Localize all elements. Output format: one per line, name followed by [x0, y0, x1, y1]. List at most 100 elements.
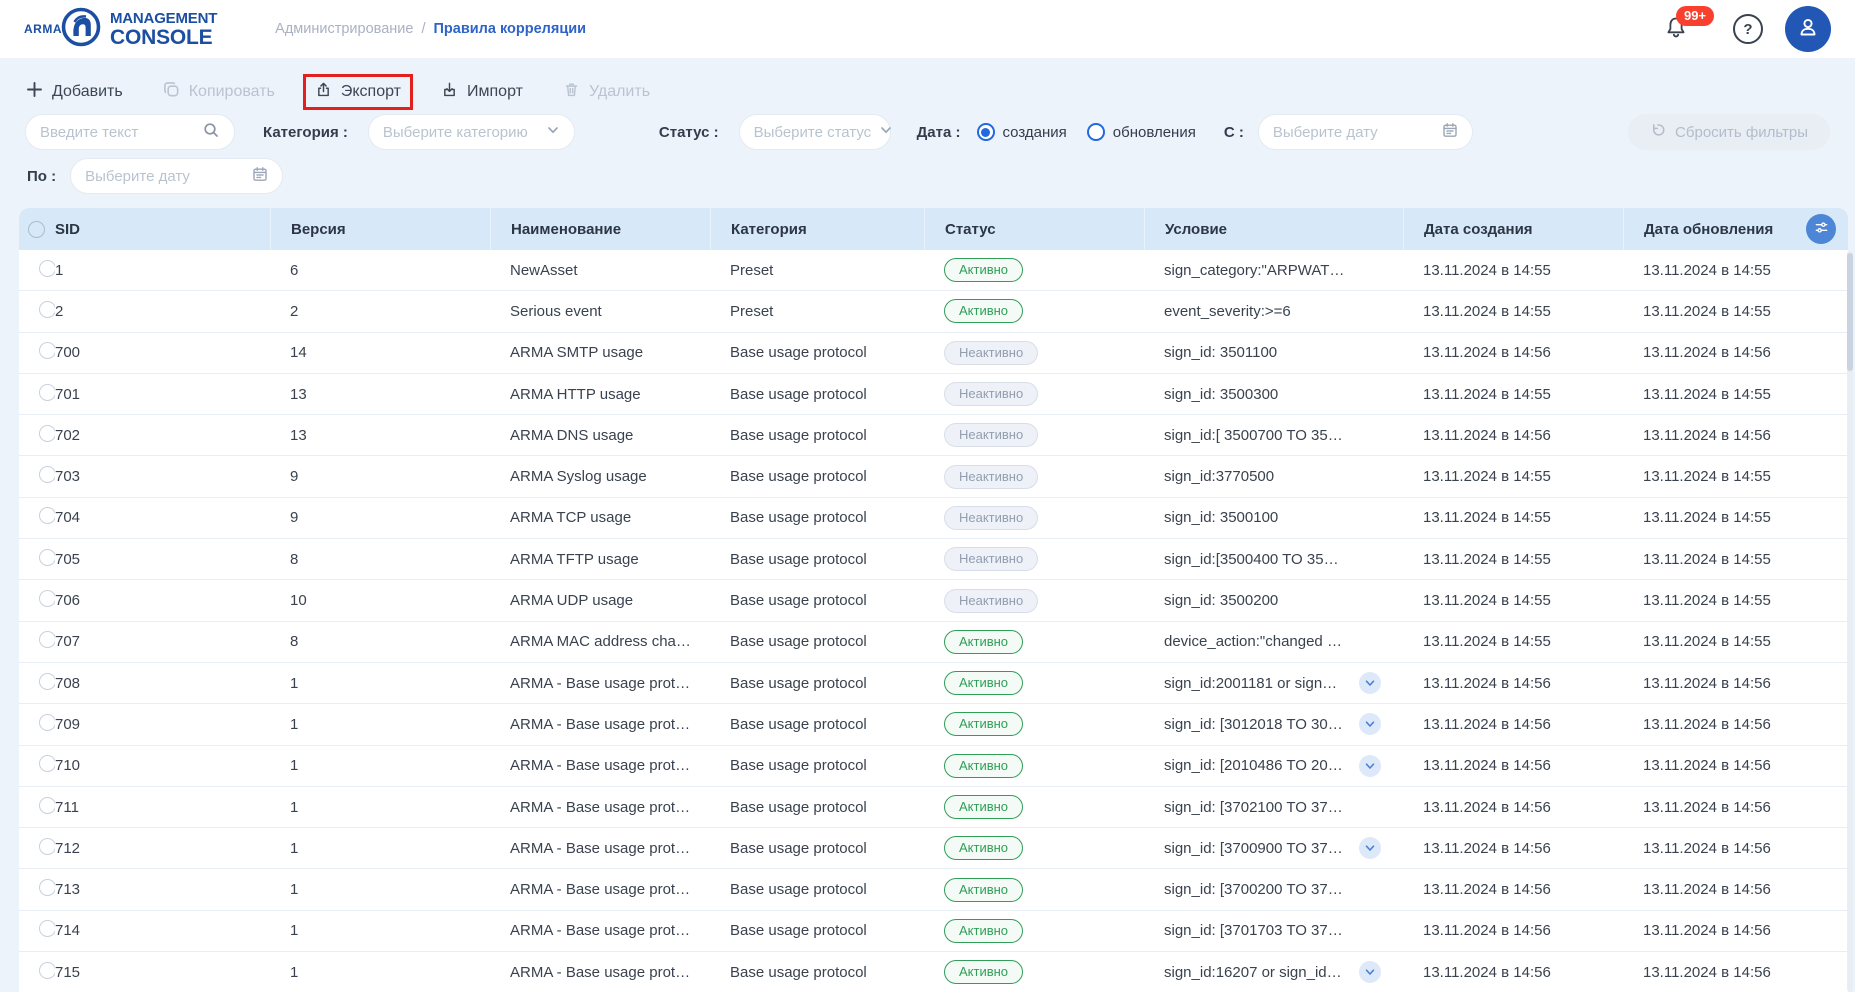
- scrollbar-thumb[interactable]: [1847, 253, 1853, 371]
- row-checkbox[interactable]: [39, 548, 55, 566]
- cell-sid: 710: [55, 757, 81, 775]
- reset-filters-button[interactable]: Сбросить фильтры: [1628, 114, 1830, 150]
- vertical-scrollbar[interactable]: [1847, 251, 1853, 992]
- cell-name: ARMA SMTP usage: [510, 344, 644, 362]
- notifications-button[interactable]: 99+: [1663, 5, 1715, 45]
- row-checkbox[interactable]: [39, 590, 55, 608]
- status-select[interactable]: Выберите статус: [738, 114, 892, 150]
- from-date-input[interactable]: Выберите дату: [1257, 114, 1473, 150]
- row-checkbox[interactable]: [39, 796, 55, 814]
- table-row[interactable]: 709 1 ARMA - Base usage prot… Base usage…: [19, 704, 1848, 746]
- select-all-checkbox[interactable]: [28, 220, 45, 238]
- table-row[interactable]: 708 1 ARMA - Base usage prot… Base usage…: [19, 662, 1848, 705]
- radio-created-circle[interactable]: [976, 123, 995, 141]
- cell-condition: sign_id:16207 or sign_id…: [1164, 963, 1342, 981]
- expand-condition-icon[interactable]: [1359, 837, 1381, 860]
- column-header-status[interactable]: Статус: [924, 208, 1144, 250]
- calendar-icon[interactable]: [1442, 122, 1458, 143]
- table-row[interactable]: 702 13 ARMA DNS usage Base usage protoco…: [19, 415, 1848, 457]
- column-header-sid[interactable]: SID: [55, 220, 81, 238]
- cell-created-date: 13.11.2024 в 14:56: [1423, 674, 1551, 692]
- expand-condition-icon[interactable]: [1359, 961, 1381, 984]
- row-checkbox[interactable]: [39, 259, 55, 277]
- row-checkbox[interactable]: [39, 466, 55, 484]
- radio-updated[interactable]: обновления: [1086, 123, 1196, 141]
- row-checkbox[interactable]: [39, 920, 55, 938]
- cell-condition: sign_id: 3500100: [1164, 509, 1279, 527]
- row-checkbox[interactable]: [39, 837, 55, 855]
- column-header-condition[interactable]: Условие: [1144, 208, 1403, 250]
- cell-version: 9: [290, 509, 299, 527]
- import-button[interactable]: Импорт: [441, 81, 523, 103]
- category-select[interactable]: Выберите категорию: [367, 114, 575, 150]
- column-header-name[interactable]: Наименование: [490, 208, 710, 250]
- row-checkbox[interactable]: [39, 383, 55, 401]
- to-date-input[interactable]: Выберите дату: [70, 158, 284, 194]
- table-row[interactable]: 715 1 ARMA - Base usage prot… Base usage…: [19, 952, 1848, 992]
- table-row[interactable]: 700 14 ARMA SMTP usage Base usage protoc…: [19, 332, 1848, 374]
- calendar-icon[interactable]: [252, 166, 268, 187]
- row-checkbox[interactable]: [39, 342, 55, 360]
- radio-created[interactable]: создания: [976, 123, 1067, 141]
- copy-button[interactable]: Копировать: [163, 81, 275, 103]
- table-row[interactable]: 706 10 ARMA UDP usage Base usage protoco…: [19, 580, 1848, 622]
- cell-version: 1: [290, 839, 299, 857]
- status-badge: Неактивно: [944, 588, 1039, 613]
- column-header-created[interactable]: Дата создания: [1403, 208, 1623, 250]
- status-badge: Неактивно: [944, 340, 1039, 365]
- row-checkbox[interactable]: [39, 755, 55, 773]
- search-icon[interactable]: [202, 121, 220, 144]
- row-checkbox[interactable]: [39, 507, 55, 525]
- table-row[interactable]: 704 9 ARMA TCP usage Base usage protocol…: [19, 497, 1848, 540]
- add-button[interactable]: Добавить: [26, 81, 123, 103]
- table-row[interactable]: 711 1 ARMA - Base usage prot… Base usage…: [19, 786, 1848, 829]
- actions-toolbar: Добавить Копировать Экспорт Импорт: [0, 74, 1855, 110]
- status-badge: Неактивно: [944, 464, 1039, 489]
- cell-updated-date: 13.11.2024 в 14:56: [1643, 963, 1771, 981]
- radio-updated-circle[interactable]: [1086, 123, 1105, 141]
- column-header-updated[interactable]: Дата обновления: [1623, 208, 1800, 250]
- help-button[interactable]: ?: [1733, 14, 1763, 44]
- expand-condition-icon[interactable]: [1359, 672, 1381, 695]
- expand-condition-icon[interactable]: [1359, 713, 1381, 736]
- cell-version: 13: [290, 426, 307, 444]
- delete-button[interactable]: Удалить: [563, 81, 650, 103]
- table-row[interactable]: 710 1 ARMA - Base usage prot… Base usage…: [19, 745, 1848, 787]
- cell-category: Preset: [730, 261, 774, 279]
- user-avatar[interactable]: [1785, 6, 1831, 52]
- row-checkbox[interactable]: [39, 961, 55, 979]
- column-header-category[interactable]: Категория: [710, 208, 924, 250]
- table-row[interactable]: 713 1 ARMA - Base usage prot… Base usage…: [19, 869, 1848, 911]
- table-row[interactable]: 703 9 ARMA Syslog usage Base usage proto…: [19, 456, 1848, 498]
- export-button[interactable]: Экспорт: [302, 74, 413, 110]
- cell-updated-date: 13.11.2024 в 14:55: [1643, 633, 1771, 651]
- breadcrumb-section[interactable]: Администрирование: [275, 21, 414, 37]
- row-checkbox[interactable]: [39, 672, 55, 690]
- status-badge: Активно: [944, 712, 1024, 737]
- cell-category: Base usage protocol: [730, 633, 867, 651]
- table-row[interactable]: 705 8 ARMA TFTP usage Base usage protoco…: [19, 539, 1848, 581]
- table-row[interactable]: 707 8 ARMA MAC address cha… Base usage p…: [19, 621, 1848, 663]
- cell-version: 1: [290, 881, 299, 899]
- table-row[interactable]: 2 2 Serious event Preset Активно event_s…: [19, 291, 1848, 333]
- cell-category: Base usage protocol: [730, 509, 867, 527]
- cell-updated-date: 13.11.2024 в 14:56: [1643, 881, 1771, 899]
- table-row[interactable]: 701 13 ARMA HTTP usage Base usage protoc…: [19, 373, 1848, 416]
- table-row[interactable]: 712 1 ARMA - Base usage prot… Base usage…: [19, 828, 1848, 870]
- status-badge: Неактивно: [944, 505, 1039, 530]
- row-checkbox[interactable]: [39, 300, 55, 318]
- expand-condition-icon[interactable]: [1359, 754, 1381, 777]
- column-header-version[interactable]: Версия: [270, 208, 490, 250]
- table-row[interactable]: 1 6 NewAsset Preset Активно sign_categor…: [19, 250, 1848, 292]
- search-input[interactable]: [40, 123, 194, 141]
- status-badge: Активно: [944, 795, 1024, 819]
- row-checkbox[interactable]: [39, 879, 55, 897]
- row-checkbox[interactable]: [39, 631, 55, 649]
- table-row[interactable]: 714 1 ARMA - Base usage prot… Base usage…: [19, 910, 1848, 953]
- row-checkbox[interactable]: [39, 424, 55, 442]
- copy-icon: [163, 81, 180, 103]
- breadcrumb: Администрирование / Правила корреляции: [275, 21, 586, 37]
- column-settings-button[interactable]: [1806, 214, 1836, 244]
- cell-condition: sign_id:2001181 or sign…: [1164, 674, 1338, 692]
- row-checkbox[interactable]: [39, 713, 55, 731]
